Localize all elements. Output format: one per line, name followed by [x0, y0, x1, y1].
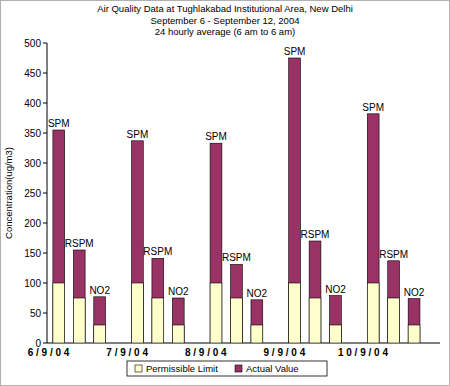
- bar-category-label: RSPM: [143, 246, 172, 257]
- chart-frame: [1, 1, 450, 386]
- y-tick: [43, 73, 47, 74]
- bar: [231, 264, 243, 343]
- subtitle: September 6 - September 12, 2004: [151, 15, 300, 26]
- bar: [289, 58, 301, 343]
- bar: [131, 141, 143, 343]
- bar: [210, 283, 222, 343]
- bar: [289, 283, 301, 343]
- bar-category-label: RSPM: [222, 252, 251, 263]
- chart: Air Quality Data at Tughlakabad Institut…: [0, 0, 450, 386]
- bar-category-label: RSPM: [65, 238, 94, 249]
- legend-swatch: [235, 365, 242, 372]
- y-tick: [43, 43, 47, 44]
- legend-swatch: [135, 365, 142, 372]
- bar: [408, 299, 420, 343]
- y-tick-label: 400: [24, 98, 41, 109]
- bar-category-label: RSPM: [301, 229, 330, 240]
- y-axis-label: Concentration(ug/m3): [3, 147, 14, 239]
- y-tick-label: 350: [24, 128, 41, 139]
- bar: [53, 283, 65, 343]
- x-group-label: 6 / 9 / 0 4: [28, 347, 70, 358]
- x-group-label: 1 0 / 9 / 0 4: [338, 347, 388, 358]
- bar: [330, 325, 342, 343]
- bar: [210, 143, 222, 343]
- y-tick: [43, 313, 47, 314]
- x-axis: [47, 343, 440, 344]
- bar-category-label: SPM: [284, 46, 306, 57]
- bar: [152, 298, 164, 343]
- x-group-label: 7 / 9 / 0 4: [106, 347, 148, 358]
- bar-category-label: NO2: [325, 284, 346, 295]
- y-axis: [47, 43, 48, 343]
- y-tick: [43, 193, 47, 194]
- bar: [53, 130, 65, 343]
- bar: [73, 298, 85, 343]
- bar: [309, 241, 321, 343]
- y-tick-label: 50: [30, 308, 42, 319]
- y-tick: [43, 223, 47, 224]
- bar-category-label: SPM: [48, 118, 70, 129]
- bar: [330, 296, 342, 343]
- bar: [251, 300, 263, 343]
- y-tick-label: 250: [24, 188, 41, 199]
- bar-category-label: NO2: [168, 286, 189, 297]
- bar-category-label: NO2: [89, 285, 110, 296]
- y-tick-label: 500: [24, 38, 41, 49]
- bar-category-label: NO2: [404, 287, 425, 298]
- bar-category-label: RSPM: [379, 249, 408, 260]
- y-tick: [43, 163, 47, 164]
- bar: [94, 297, 106, 343]
- legend: [127, 361, 327, 376]
- y-tick: [43, 103, 47, 104]
- y-tick-label: 450: [24, 68, 41, 79]
- bar: [94, 325, 106, 343]
- bar: [251, 325, 263, 343]
- y-tick-label: 150: [24, 248, 41, 259]
- bar: [408, 325, 420, 343]
- x-group-label: 8 / 9 / 0 4: [185, 347, 227, 358]
- subtitle: 24 hourly average (6 am to 6 am): [155, 26, 295, 37]
- bar: [367, 283, 379, 343]
- bar: [152, 258, 164, 343]
- y-tick: [43, 283, 47, 284]
- y-tick: [43, 253, 47, 254]
- bar: [131, 283, 143, 343]
- bar: [388, 261, 400, 343]
- y-tick-label: 300: [24, 158, 41, 169]
- legend-label: Actual Value: [246, 363, 299, 374]
- x-group-label: 9 / 9 / 0 4: [264, 347, 306, 358]
- y-tick: [43, 343, 47, 344]
- bar-category-label: NO2: [247, 288, 268, 299]
- bars: [53, 58, 420, 343]
- bar-category-label: SPM: [205, 131, 227, 142]
- bar: [388, 298, 400, 343]
- legend-label: Permissible Limit: [146, 363, 218, 374]
- y-tick-label: 200: [24, 218, 41, 229]
- bar: [367, 114, 379, 343]
- bar-category-label: SPM: [362, 102, 384, 113]
- bar-category-label: SPM: [127, 129, 149, 140]
- y-tick: [43, 133, 47, 134]
- bar: [231, 298, 243, 343]
- bar: [172, 325, 184, 343]
- bar: [172, 298, 184, 343]
- bar: [73, 250, 85, 343]
- y-tick-label: 100: [24, 278, 41, 289]
- bar: [309, 298, 321, 343]
- title: Air Quality Data at Tughlakabad Institut…: [97, 3, 353, 14]
